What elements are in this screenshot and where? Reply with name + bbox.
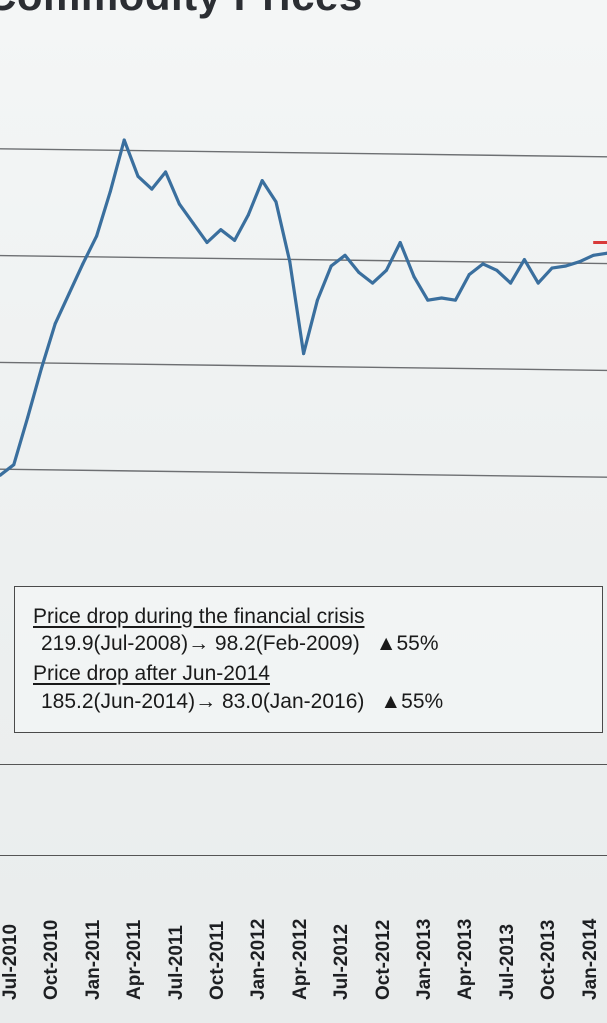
note-percent-jun-2014: ▲55%	[380, 690, 444, 713]
note-percent-financial-crisis: ▲55%	[375, 632, 439, 655]
data-point-Mar-2013	[440, 296, 444, 300]
data-point-Oct-2012	[371, 281, 375, 285]
data-point-Dec-2011	[233, 238, 237, 242]
series-line-0	[0, 138, 607, 477]
gridline-180	[0, 361, 607, 372]
axis-separator-top	[0, 764, 607, 765]
x-tick-label: Oct-2011	[207, 920, 228, 1000]
x-tick-label: Oct-2013	[538, 919, 560, 1000]
data-point-Jan-2012	[246, 213, 250, 217]
data-point-Oct-2013	[536, 281, 540, 285]
data-point-Aug-2013	[509, 281, 513, 285]
axis-separator-bottom	[0, 855, 607, 856]
data-point-Feb-2012	[260, 179, 264, 183]
x-tick-label: Jul-2010	[0, 923, 21, 1000]
data-point-May-2012	[302, 352, 306, 356]
data-point-Nov-2012	[384, 268, 388, 272]
data-point-Nov-2011	[219, 228, 223, 232]
data-point-Jun-2011	[150, 187, 154, 191]
data-point-Jun-2012	[315, 298, 319, 302]
gridline-130	[0, 468, 607, 478]
data-point-Aug-2012	[343, 253, 347, 257]
data-point-Dec-2013	[564, 264, 568, 268]
data-point-Sep-2013	[522, 258, 526, 262]
x-tick-label: Oct-2012	[372, 919, 394, 1000]
data-point-Aug-2011	[177, 202, 181, 206]
note-values-financial-crisis: 219.9(Jul-2008)→ 98.2(Feb-2009)	[41, 632, 360, 655]
data-point-Jul-2012	[329, 264, 333, 268]
data-point-Mar-2011	[108, 189, 112, 193]
data-point-Feb-2014	[591, 253, 595, 257]
data-point-Sep-2011	[191, 221, 195, 225]
note-values-jun-2014: 185.2(Jun-2014)→ 83.0(Jan-2016)	[41, 690, 365, 713]
data-point-Jul-2011	[164, 170, 168, 174]
x-tick-label: Apr-2012	[289, 918, 311, 1000]
data-point-Sep-2010	[26, 416, 30, 420]
data-point-Sep-2012	[357, 270, 361, 274]
gridline-230	[0, 254, 607, 265]
chart-title: Commodity Prices	[0, 0, 363, 20]
data-point-Apr-2012	[288, 260, 292, 264]
note-line-jun-2014: 185.2(Jun-2014)→ 83.0(Jan-2016) ▲55%	[41, 690, 443, 714]
x-tick-label: Oct-2010	[41, 919, 63, 1000]
gridline-280	[0, 148, 607, 158]
data-point-May-2011	[136, 174, 140, 178]
data-point-Apr-2013	[453, 298, 457, 302]
x-tick-label: Jan-2014	[579, 918, 601, 1000]
x-tick-label: Jan-2011	[82, 919, 104, 1000]
data-point-Jan-2013	[412, 275, 416, 279]
x-tick-label: Jul-2013	[496, 923, 518, 1000]
data-point-May-2013	[467, 273, 471, 277]
data-point-Jan-2014	[578, 260, 582, 264]
note-heading-financial-crisis: Price drop during the financial crisis	[33, 605, 365, 628]
data-point-Oct-2010	[39, 367, 43, 371]
x-tick-label: Jan-2012	[248, 918, 270, 1000]
x-tick-label: Apr-2011	[124, 919, 146, 1000]
data-point-Feb-2013	[426, 298, 430, 302]
data-point-Jul-2010	[0, 473, 2, 477]
data-point-Oct-2011	[205, 241, 209, 245]
x-tick-label: Jul-2011	[165, 925, 187, 1000]
x-tick-label: Jul-2012	[331, 923, 353, 1000]
data-point-Feb-2011	[95, 234, 99, 238]
data-point-Dec-2012	[398, 241, 402, 245]
data-point-Nov-2013	[550, 266, 554, 270]
data-point-Aug-2010	[12, 463, 16, 467]
note-heading-jun-2014: Price drop after Jun-2014	[33, 662, 270, 685]
x-tick-label: Apr-2013	[455, 918, 477, 1000]
data-point-Jul-2013	[495, 268, 499, 272]
data-point-Apr-2011	[122, 138, 126, 142]
data-point-Mar-2012	[274, 200, 278, 204]
data-point-Jan-2011	[81, 262, 85, 266]
data-point-Jun-2013	[481, 262, 485, 266]
data-point-Dec-2010	[67, 292, 71, 296]
data-point-Nov-2010	[53, 322, 57, 326]
annotation-box: Price drop during the financial crisis 2…	[14, 586, 603, 733]
note-line-financial-crisis: 219.9(Jul-2008)→ 98.2(Feb-2009) ▲55%	[41, 632, 439, 656]
x-tick-label: Jan-2013	[414, 918, 435, 1000]
